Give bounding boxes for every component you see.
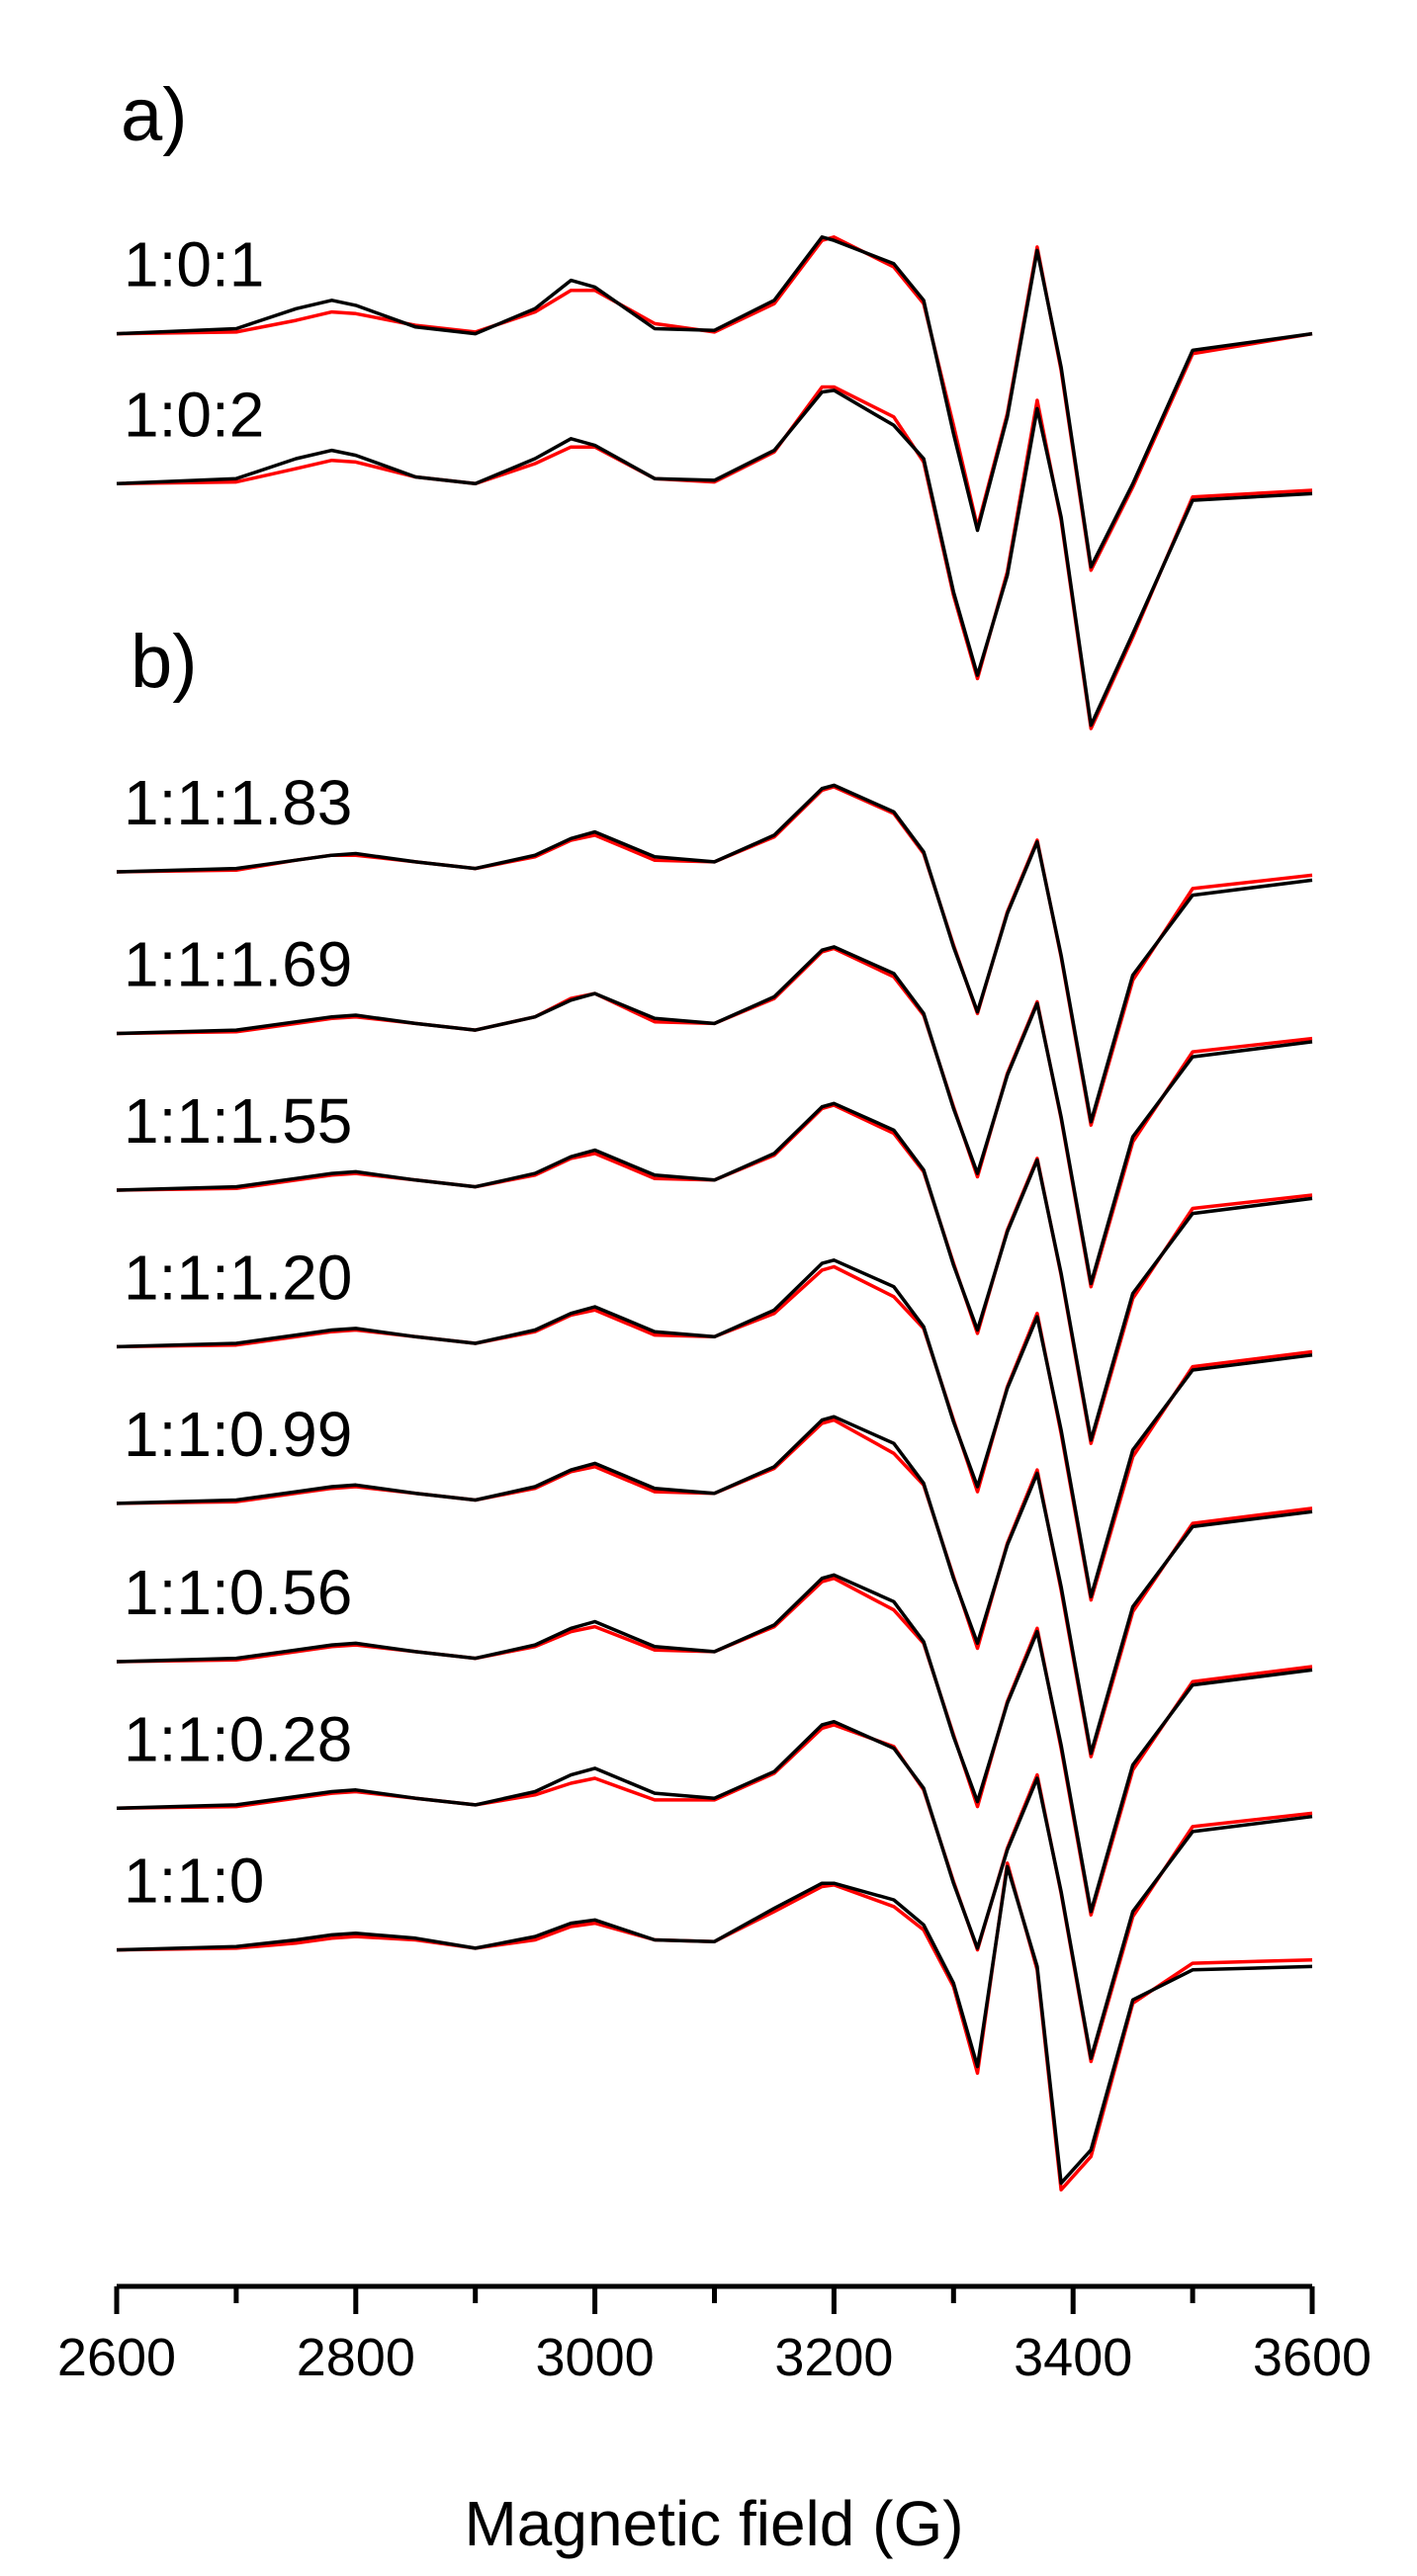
panel-label: a) — [121, 73, 188, 157]
series-label: 1:1:1.55 — [124, 1085, 352, 1157]
x-tick-label: 3000 — [536, 2328, 655, 2387]
spectrum-line — [116, 1415, 1313, 1756]
series-label: 1:1:0 — [124, 1846, 264, 1917]
series-label: 1:1:1.83 — [124, 767, 352, 838]
spectrum-line — [116, 1258, 1313, 1598]
spectrum-line — [116, 783, 1313, 1124]
series-label: 1:0:1 — [124, 229, 264, 301]
x-tick-label: 2800 — [297, 2328, 415, 2387]
fit-line — [116, 385, 1313, 730]
series-label: 1:1:0.99 — [124, 1399, 352, 1470]
fit-line — [116, 235, 1313, 572]
spectrum-line — [116, 1864, 1313, 2186]
x-axis-title: Magnetic field (G) — [464, 2488, 963, 2559]
spectrum-line — [116, 1719, 1313, 2060]
series-label: 1:0:2 — [124, 379, 264, 450]
spectrum-line — [116, 388, 1313, 728]
x-tick-label: 2600 — [57, 2328, 176, 2387]
x-tick-label: 3400 — [1014, 2328, 1132, 2387]
series-label: 1:1:1.20 — [124, 1242, 352, 1313]
series-label: 1:1:1.69 — [124, 929, 352, 1000]
spectrum-line — [116, 945, 1313, 1286]
x-tick-label: 3600 — [1253, 2328, 1372, 2387]
spectrum-line — [116, 1101, 1313, 1442]
x-tick-label: 3200 — [774, 2328, 893, 2387]
spectrum-line — [116, 235, 1313, 569]
panel-label: b) — [131, 620, 198, 704]
series-label: 1:1:0.56 — [124, 1557, 352, 1628]
series-label: 1:1:0.28 — [124, 1703, 352, 1774]
spectrum-line — [116, 1573, 1313, 1914]
